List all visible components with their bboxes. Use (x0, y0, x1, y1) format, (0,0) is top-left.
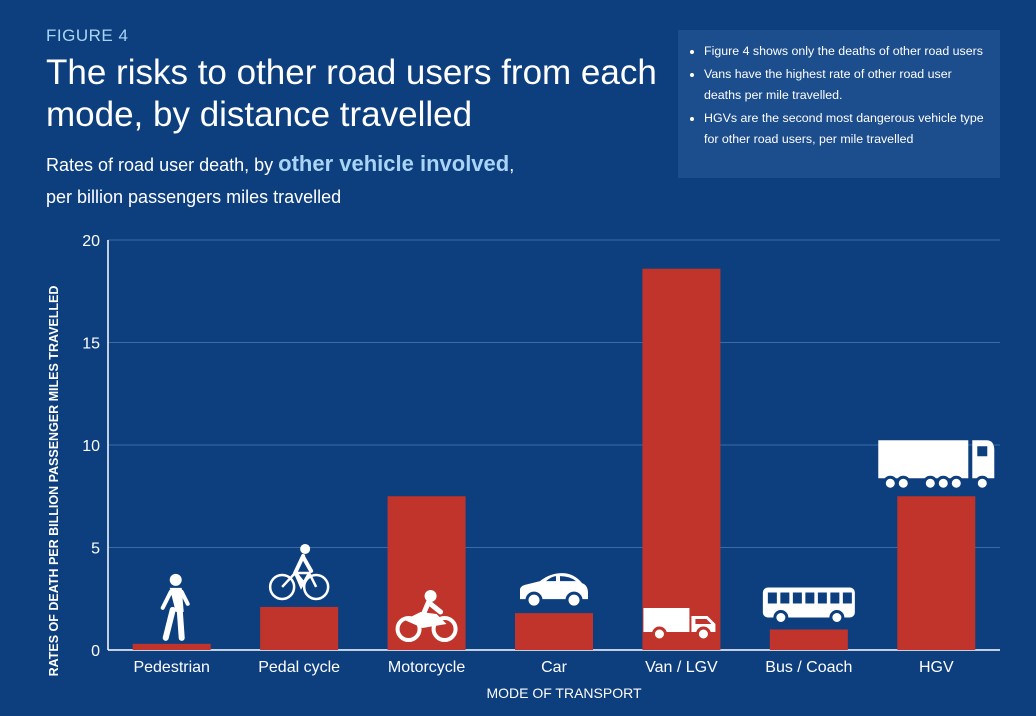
chart-title: The risks to other road users from each … (46, 53, 657, 134)
van-wheel (695, 626, 711, 642)
truck-wheel (882, 475, 898, 491)
x-tick-label: Motorcycle (388, 659, 465, 676)
x-tick-label: HGV (919, 659, 954, 676)
van-cargo (643, 608, 690, 632)
van-wheel (651, 626, 667, 642)
subtitle-comma: , (509, 155, 515, 175)
note-item: Vans have the highest rate of other road… (704, 64, 988, 106)
y-tick-label: 10 (82, 438, 100, 455)
rider-body (292, 553, 314, 585)
truck-wheel (974, 475, 990, 491)
bicycle-wheel (268, 573, 296, 601)
truck-trailer (878, 440, 969, 479)
y-tick-label: 0 (91, 643, 100, 660)
bar (769, 629, 848, 650)
subtitle-line2: per billion passengers miles travelled (46, 187, 342, 207)
notes-box: Figure 4 shows only the deaths of other … (678, 30, 1000, 178)
car-wheel (565, 591, 583, 609)
bar (132, 643, 211, 650)
truck-wheel (895, 475, 911, 491)
subtitle-highlight: other vehicle involved (278, 151, 510, 176)
car-wheel (525, 591, 543, 609)
rider-helmet (424, 590, 437, 602)
van-icon (643, 608, 716, 642)
bar (642, 268, 721, 650)
van-window (695, 619, 712, 624)
pedestrian-icon (160, 573, 190, 641)
car-icon (520, 573, 588, 609)
pedestrian-head (169, 573, 182, 586)
x-tick-label: Pedestrian (133, 659, 210, 676)
truck-cab (972, 440, 995, 479)
pedestrian-body (169, 587, 184, 612)
labels: 0 5 10 15 20 Pedestrian Pedal cycle Motorcycle C… (47, 233, 954, 701)
notes-list: Figure 4 shows only the deaths of other … (688, 41, 988, 150)
y-tick-label: 5 (91, 541, 100, 558)
y-tick-label: 15 (82, 336, 100, 353)
motorcycle-icon (395, 590, 458, 642)
bicycle-icon (268, 543, 330, 601)
note-item: HGVs are the second most dangerous vehic… (704, 108, 988, 150)
y-tick-label: 20 (82, 233, 100, 250)
bar (260, 606, 339, 650)
bus-window (767, 592, 777, 604)
x-tick-label: Car (541, 659, 567, 676)
vehicle-icons (160, 440, 995, 642)
truck-wheel (922, 475, 938, 491)
truck-window (977, 446, 988, 457)
rider-head (300, 543, 311, 554)
figure-label: FIGURE 4 (46, 26, 129, 45)
subtitle-text: Rates of road user death, by (46, 155, 279, 175)
bus-window (780, 592, 790, 604)
chart-subtitle: Rates of road user death, by other vehic… (46, 148, 646, 213)
bar (515, 613, 593, 650)
bus-window (805, 592, 815, 604)
motorcycle-wheel (431, 616, 458, 642)
x-axis-title: MODE OF TRANSPORT (486, 685, 642, 701)
bus-wheel (829, 610, 845, 625)
bus-window (830, 592, 840, 604)
gridlines (108, 239, 1000, 548)
note-item: Figure 4 shows only the deaths of other … (704, 41, 988, 62)
truck-wheel (948, 475, 964, 491)
bus-window (817, 592, 827, 604)
x-tick-label: Bus / Coach (765, 659, 852, 676)
pedestrian-arms (160, 589, 190, 610)
rider-body (419, 599, 444, 621)
x-tick-label: Pedal cycle (258, 659, 340, 676)
bus-icon (762, 587, 855, 625)
bicycle-wheel (302, 573, 330, 601)
bus-window (842, 592, 852, 604)
pedestrian-legs (162, 606, 185, 641)
bus-window (792, 592, 802, 604)
bar (897, 496, 976, 650)
truck-wheel (935, 475, 951, 491)
bus-wheel (773, 610, 789, 625)
truck-icon (878, 440, 995, 491)
x-tick-label: Van / LGV (645, 659, 718, 676)
y-axis-title: RATES OF DEATH PER BILLION PASSENGER MIL… (47, 286, 61, 677)
car-windows (546, 576, 576, 582)
